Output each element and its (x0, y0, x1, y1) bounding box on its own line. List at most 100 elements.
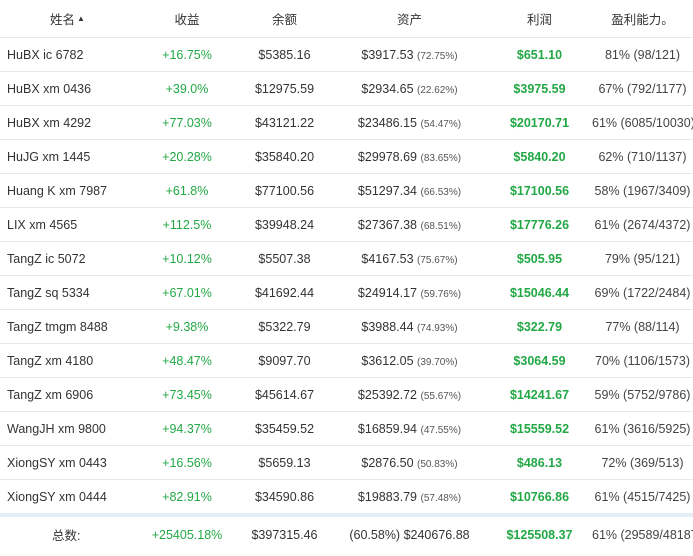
cell-ability: 61% (4515/7425) (592, 479, 693, 516)
cell-name[interactable]: LIX xm 4565 (0, 207, 137, 242)
cell-name[interactable]: WangJH xm 9800 (0, 411, 137, 446)
cell-balance: $5507.38 (237, 241, 332, 276)
cell-balance: $77100.56 (237, 173, 332, 208)
cell-assets-percent: (50.83%) (417, 458, 458, 470)
table-row[interactable]: WangJH xm 9800 +94.37% $35459.52 $16859.94 … (0, 411, 693, 446)
cell-name[interactable]: HuBX xm 4292 (0, 105, 137, 140)
column-header-assets[interactable]: 资产 (332, 0, 487, 38)
cell-name[interactable]: HuBX ic 6782 (0, 37, 137, 72)
cell-assets: $51297.34 (66.53%) (332, 173, 487, 208)
cell-assets-percent: (55.67%) (420, 390, 462, 402)
totals-row: 总数: +25405.18% $397315.46 (60.58%) $2406… (0, 513, 693, 552)
cell-balance: $41692.44 (237, 275, 332, 310)
cell-name[interactable]: XiongSY xm 0443 (0, 445, 137, 480)
cell-assets: $2876.50 (50.83%) (332, 445, 487, 480)
cell-margin: $486.13 (487, 445, 592, 480)
cell-name[interactable]: TangZ ic 5072 (0, 241, 137, 276)
cell-ability: 62% (710/1137) (592, 139, 693, 174)
table-row[interactable]: LIX xm 4565 +112.5% $39948.24 $27367.38 (68… (0, 207, 693, 242)
cell-assets-percent: (75.67%) (417, 254, 458, 266)
table-row[interactable]: TangZ xm 6906 +73.45% $45614.67 $25392.72 (… (0, 377, 693, 412)
cell-balance: $12975.59 (237, 71, 332, 106)
cell-profit: +112.5% (137, 207, 237, 242)
cell-ability: 58% (1967/3409) (592, 173, 693, 208)
table-row[interactable]: TangZ tmgm 8488 +9.38% $5322.79 $3988.44 (7… (0, 309, 693, 344)
cell-balance: $34590.86 (237, 479, 332, 516)
totals-label: 总数: (0, 513, 137, 552)
cell-margin: $505.95 (487, 241, 592, 276)
cell-assets: $27367.38 (68.51%) (332, 207, 487, 242)
cell-margin: $3064.59 (487, 343, 592, 378)
totals-profit: +25405.18% (137, 513, 237, 552)
cell-margin: $651.10 (487, 37, 592, 72)
cell-name[interactable]: HuBX xm 0436 (0, 71, 137, 106)
column-header-profit[interactable]: 收益 (137, 0, 237, 38)
column-header-ability[interactable]: 盈利能力。 (592, 0, 693, 38)
cell-ability: 61% (2674/4372) (592, 207, 693, 242)
cell-ability: 79% (95/121) (592, 241, 693, 276)
cell-margin: $10766.86 (487, 479, 592, 516)
table-row[interactable]: HuBX xm 4292 +77.03% $43121.22 $23486.15 (5… (0, 105, 693, 140)
cell-ability: 72% (369/513) (592, 445, 693, 480)
column-header-balance[interactable]: 余额 (237, 0, 332, 38)
cell-assets-percent: (39.70%) (417, 356, 458, 368)
table-row[interactable]: XiongSY xm 0444 +82.91% $34590.86 $19883.79… (0, 479, 693, 516)
column-header-margin[interactable]: 利润 (487, 0, 592, 38)
table-footer: 总数: +25405.18% $397315.46 (60.58%) $2406… (0, 513, 693, 552)
table-row[interactable]: TangZ sq 5334 +67.01% $41692.44 $24914.17 (… (0, 275, 693, 310)
table-row[interactable]: HuBX ic 6782 +16.75% $5385.16 $3917.53 (72.… (0, 37, 693, 72)
table-row[interactable]: TangZ ic 5072 +10.12% $5507.38 $4167.53 (75… (0, 241, 693, 276)
cell-profit: +16.75% (137, 37, 237, 72)
cell-margin: $20170.71 (487, 105, 592, 140)
cell-margin: $17776.26 (487, 207, 592, 242)
cell-ability: 61% (6085/10030) (592, 105, 693, 140)
cell-balance: $5385.16 (237, 37, 332, 72)
cell-balance: $35459.52 (237, 411, 332, 446)
cell-profit: +39.0% (137, 71, 237, 106)
cell-assets-percent: (59.76%) (420, 288, 462, 300)
cell-profit: +73.45% (137, 377, 237, 412)
cell-margin: $3975.59 (487, 71, 592, 106)
cell-assets-percent: (57.48%) (420, 492, 462, 504)
cell-name[interactable]: TangZ tmgm 8488 (0, 309, 137, 344)
cell-balance: $35840.20 (237, 139, 332, 174)
cell-margin: $14241.67 (487, 377, 592, 412)
sort-asc-icon[interactable]: ▲ (77, 14, 85, 23)
totals-assets: (60.58%) $240676.88 (332, 513, 487, 552)
cell-ability: 81% (98/121) (592, 37, 693, 72)
cell-assets: $25392.72 (55.67%) (332, 377, 487, 412)
cell-ability: 70% (1106/1573) (592, 343, 693, 378)
cell-margin: $17100.56 (487, 173, 592, 208)
cell-assets-value: $3917.53 (361, 47, 414, 62)
cell-assets-value: $19883.79 (357, 489, 418, 504)
table-body: HuBX ic 6782 +16.75% $5385.16 $3917.53 (72.… (0, 37, 693, 516)
cell-assets: $3988.44 (74.93%) (332, 309, 487, 344)
table-row[interactable]: Huang K xm 7987 +61.8% $77100.56 $51297.34 … (0, 173, 693, 208)
cell-name[interactable]: TangZ xm 4180 (0, 343, 137, 378)
cell-name[interactable]: HuJG xm 1445 (0, 139, 137, 174)
cell-profit: +16.56% (137, 445, 237, 480)
cell-assets-value: $4167.53 (361, 251, 414, 266)
cell-assets-value: $3612.05 (361, 353, 414, 368)
table-row[interactable]: HuBX xm 0436 +39.0% $12975.59 $2934.65 (22.… (0, 71, 693, 106)
cell-profit: +48.47% (137, 343, 237, 378)
cell-assets-value: $25392.72 (357, 387, 418, 402)
cell-assets: $19883.79 (57.48%) (332, 479, 487, 516)
cell-name[interactable]: TangZ sq 5334 (0, 275, 137, 310)
table-row[interactable]: HuJG xm 1445 +20.28% $35840.20 $29978.69 (8… (0, 139, 693, 174)
table-row[interactable]: XiongSY xm 0443 +16.56% $5659.13 $2876.50 (… (0, 445, 693, 480)
cell-balance: $43121.22 (237, 105, 332, 140)
cell-name[interactable]: TangZ xm 6906 (0, 377, 137, 412)
cell-profit: +67.01% (137, 275, 237, 310)
cell-assets-percent: (83.65%) (420, 152, 462, 164)
cell-assets-value: $51297.34 (357, 183, 418, 198)
cell-assets-value: $27367.38 (357, 217, 418, 232)
cell-assets-value: $2876.50 (361, 455, 414, 470)
cell-name[interactable]: Huang K xm 7987 (0, 173, 137, 208)
cell-assets-value: $23486.15 (357, 115, 418, 130)
table-row[interactable]: TangZ xm 4180 +48.47% $9097.70 $3612.05 (39… (0, 343, 693, 378)
cell-name[interactable]: XiongSY xm 0444 (0, 479, 137, 516)
column-header-name[interactable]: 姓名 ▲ (0, 0, 137, 38)
